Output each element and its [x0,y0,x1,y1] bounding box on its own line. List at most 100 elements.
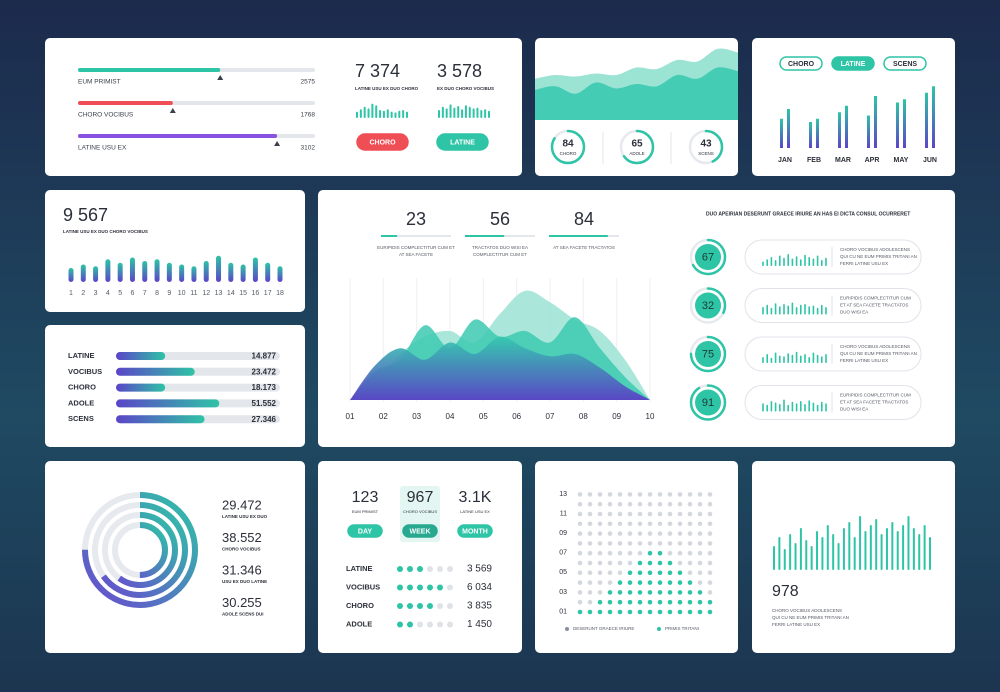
bar [375,105,378,118]
stat-value: 3.1K [459,489,492,506]
bar [770,401,773,412]
bar [903,99,906,148]
dot [647,511,653,517]
dot [687,580,693,585]
dot [437,584,443,591]
bar [925,92,928,148]
bar [390,111,393,118]
item-text: DUO WISI EA [840,407,868,412]
badge-value: 67 [702,251,714,263]
button[interactable] [347,524,383,538]
bar [371,103,374,118]
bar [203,261,209,282]
dot [697,511,703,517]
dot [427,566,433,572]
dot [577,590,583,595]
bar [766,404,768,412]
bar [402,110,405,118]
stat-caption: COMPLECTITUR CUM ET [473,252,527,257]
x-tick-label: 3 [94,290,98,297]
row-value: 27.346 [252,415,277,424]
button[interactable] [457,524,493,538]
dot [677,550,683,556]
legend-label: PRIMIS TRITANI [665,626,699,631]
dot [707,609,713,615]
row-label: SCENS [68,414,94,423]
badge-value: 32 [702,300,714,312]
dot [577,531,583,536]
bar [406,111,408,118]
bar [918,534,921,570]
button[interactable] [356,133,409,151]
dot [627,531,633,536]
button[interactable] [779,56,823,71]
button-label: LATINE [450,139,475,146]
dot [607,511,613,517]
bar [821,304,823,315]
dot [697,531,703,536]
stat-bar [381,235,398,237]
bar [773,546,775,570]
dot [597,541,603,546]
dot [587,550,593,556]
dot [427,584,433,591]
bar [367,108,370,118]
row-label: CHORO [346,601,374,610]
pill [744,336,922,372]
dot [627,550,633,556]
dot [617,599,623,605]
dot [577,511,583,517]
bar [116,352,166,360]
button[interactable] [402,524,438,538]
x-tick-label: 4 [106,290,110,297]
caption: CHORO VOCIBUS ADOLESCENS [772,608,842,613]
x-tick-label: 01 [346,412,355,421]
button[interactable] [436,133,489,151]
pill [744,385,922,420]
row-label: VOCIBUS [68,367,102,376]
bar [809,122,812,148]
y-tick-label: 01 [559,608,567,615]
dot [707,570,713,576]
dot [417,566,423,572]
dot [627,609,633,615]
button[interactable] [831,56,875,71]
ring-caption: ADOLE SCENS DUI [222,612,264,617]
button-label: CHORO [788,61,815,68]
bar [105,259,111,282]
dot [597,492,603,497]
dot [587,531,593,536]
gauge-arc [689,287,727,324]
dot [577,550,583,556]
legend-dot [657,627,661,631]
dot [657,609,663,615]
button-label: CHORO [369,139,396,146]
y-tick-label: 03 [559,589,567,596]
dot [597,570,603,576]
x-tick-label: 7 [143,290,147,297]
progress-fill [78,134,278,138]
row-label: VOCIBUS [346,582,380,591]
dot [617,570,623,576]
dot [667,599,673,605]
dot [657,531,663,536]
bar [770,307,773,315]
dot [687,511,693,517]
dot [597,501,603,507]
legend-label: DESERUNT GRAECE IRIURE [573,626,634,631]
bar [116,383,166,392]
bar [779,404,781,412]
dot [677,609,683,615]
row-label: LATINE [346,564,373,573]
dot [597,609,603,615]
dot [637,570,643,576]
button[interactable] [883,56,927,71]
gauge-label: SCENS [698,151,714,156]
bar [766,354,768,363]
dot [577,609,583,615]
dot [667,531,673,536]
bar [880,534,883,570]
bar [774,303,777,315]
dot [657,521,663,527]
